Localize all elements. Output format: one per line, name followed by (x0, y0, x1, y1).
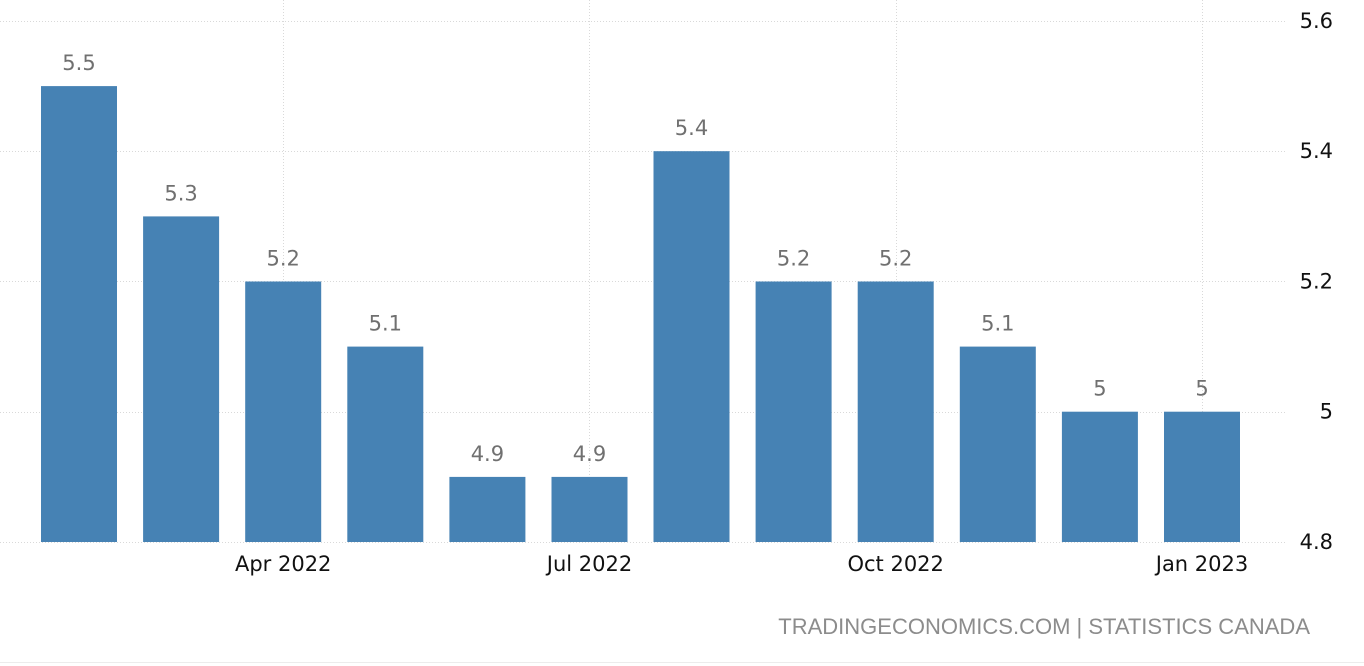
data-label-11: 5 (1195, 377, 1208, 401)
x-tick-label-1: Jul 2022 (545, 552, 632, 576)
data-label-3: 5.1 (369, 312, 402, 336)
y-tick-label-3: 5.4 (1300, 139, 1333, 163)
data-label-4: 4.9 (471, 442, 504, 466)
y-tick-label-0: 4.8 (1300, 530, 1333, 554)
bar-8 (857, 281, 934, 542)
x-axis: Apr 2022 Jul 2022 Oct 2022 Jan 2023 (235, 552, 1248, 576)
bar-4 (449, 476, 526, 542)
chart-grid (0, 0, 1285, 543)
y-axis: 4.8 5 5.2 5.4 5.6 (1300, 9, 1333, 554)
y-tick-label-2: 5.2 (1300, 270, 1333, 294)
data-label-0: 5.5 (62, 51, 95, 75)
data-label-7: 5.2 (777, 247, 810, 271)
data-label-2: 5.2 (266, 247, 299, 271)
bar-5 (551, 476, 628, 542)
bar-11 (1164, 411, 1240, 542)
source-credit[interactable]: TRADINGECONOMICS.COM | STATISTICS CANADA (778, 614, 1310, 639)
bar-10 (1061, 411, 1138, 542)
bar-7 (755, 281, 832, 542)
data-label-6: 5.4 (675, 116, 708, 140)
x-tick-label-3: Jan 2023 (1154, 552, 1249, 576)
data-label-8: 5.2 (879, 247, 912, 271)
bar-0 (41, 86, 117, 542)
bar-2 (245, 281, 322, 542)
bar-9 (959, 346, 1036, 542)
y-tick-label-4: 5.6 (1300, 9, 1333, 33)
bar-3 (347, 346, 424, 542)
data-label-10: 5 (1093, 377, 1106, 401)
data-label-5: 4.9 (573, 442, 606, 466)
data-labels: 5.5 5.3 5.2 5.1 4.9 4.9 5.4 5.2 5.2 5.1 5 5 (62, 51, 1208, 466)
y-tick-label-1: 5 (1320, 400, 1333, 424)
x-tick-label-0: Apr 2022 (235, 552, 331, 576)
bar-1 (143, 216, 220, 542)
data-label-1: 5.3 (164, 181, 197, 205)
chart-bars (41, 86, 1240, 542)
data-label-9: 5.1 (981, 312, 1014, 336)
footer-divider (0, 662, 1364, 663)
bar-6 (653, 151, 730, 542)
x-tick-label-2: Oct 2022 (847, 552, 943, 576)
